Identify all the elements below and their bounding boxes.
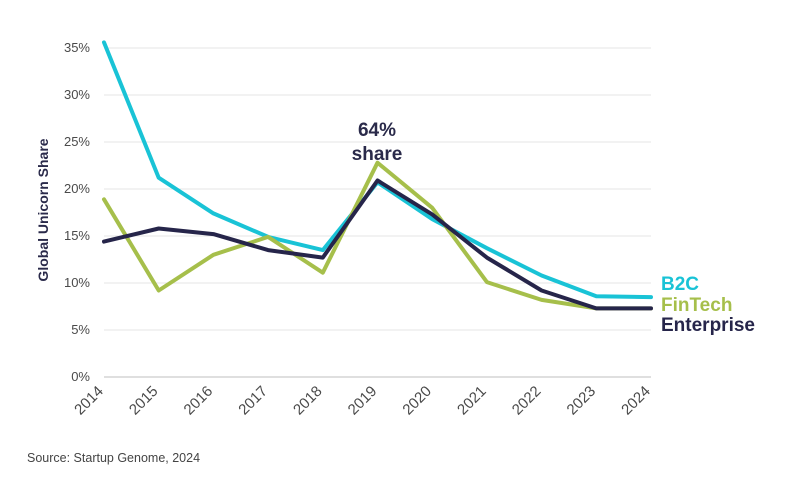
y-axis-ticks: 0% 5% 10% 15% 20% 25% 30% 35%: [64, 40, 90, 384]
x-tick-label: 2018: [290, 383, 326, 419]
x-tick-label: 2020: [399, 383, 435, 419]
y-tick-label: 0%: [71, 369, 90, 384]
x-tick-label: 2021: [454, 383, 490, 419]
legend-label-enterprise: Enterprise: [661, 315, 755, 336]
y-tick-label: 20%: [64, 181, 90, 196]
source-note: Source: Startup Genome, 2024: [27, 451, 201, 465]
y-tick-label: 15%: [64, 228, 90, 243]
x-axis-ticks: 2014 2015 2016 2017 2018 2019 2020 2021 2022 2023…: [71, 383, 654, 419]
y-tick-label: 5%: [71, 322, 90, 337]
gridlines: [104, 47, 651, 378]
annotation-line-1: 64%: [358, 120, 396, 141]
y-tick-label: 10%: [64, 275, 90, 290]
y-axis-label: Global Unicorn Share: [35, 138, 51, 281]
x-tick-label: 2014: [71, 383, 107, 419]
x-tick-label: 2016: [181, 383, 217, 419]
series-lines: [102, 40, 653, 311]
y-tick-label: 25%: [64, 134, 90, 149]
x-tick-label: 2017: [235, 383, 271, 419]
series-line-enterprise: [102, 178, 653, 311]
series-line-fintech: [102, 160, 653, 311]
x-tick-label: 2023: [564, 383, 600, 419]
y-tick-label: 35%: [64, 40, 90, 55]
x-tick-label: 2024: [618, 383, 654, 419]
legend-label-fintech: FinTech: [661, 295, 732, 316]
y-tick-label: 30%: [64, 87, 90, 102]
x-tick-label: 2015: [126, 383, 162, 419]
x-tick-label: 2019: [345, 383, 381, 419]
legend-label-b2c: B2C: [661, 274, 699, 295]
annotation-line-2: share: [352, 144, 403, 165]
series-line-b2c: [102, 40, 653, 300]
x-tick-label: 2022: [509, 383, 545, 419]
